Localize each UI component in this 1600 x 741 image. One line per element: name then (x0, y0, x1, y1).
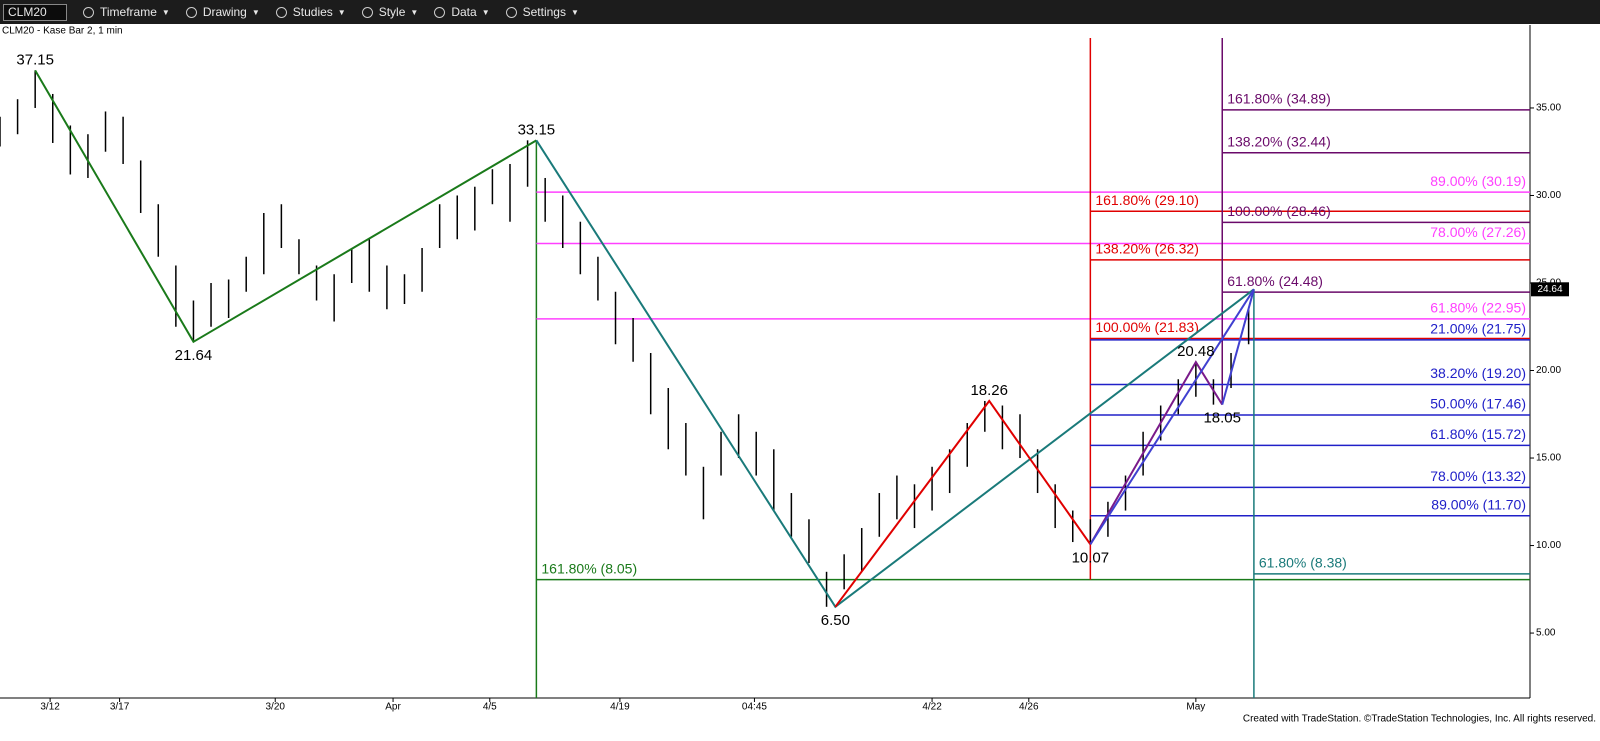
fib-level-label: 161.80% (29.10) (1095, 192, 1199, 208)
pivot-label: 18.26 (970, 382, 1008, 399)
menu-icon (275, 6, 287, 18)
x-tick-label: 04:45 (742, 702, 767, 713)
footer: Created with TradeStation. ©TradeStation… (1243, 714, 1596, 725)
zigzag-line (1089, 360, 1224, 545)
zigzag-line (834, 399, 1092, 608)
menu-label: Data (451, 5, 477, 19)
menu-item[interactable]: Settings ▼ (505, 5, 579, 19)
x-tick-label: May (1186, 702, 1205, 713)
fib-level-label: 50.00% (17.46) (1430, 396, 1526, 412)
pivot-label: 6.50 (821, 612, 850, 629)
x-tick-label: 3/12 (40, 702, 60, 713)
fib-level-label: 78.00% (27.26) (1430, 224, 1526, 240)
x-tick-label: 3/20 (265, 702, 285, 713)
menu-label: Style (378, 5, 406, 19)
menu-item[interactable]: Style ▼ (361, 5, 419, 19)
y-tick-label: 5.00 (1536, 628, 1556, 639)
menu-label: Settings (522, 5, 566, 19)
zigzag-line (1221, 289, 1255, 405)
menu-arrow: ▼ (410, 7, 419, 17)
menu-arrow: ▼ (337, 7, 346, 17)
menu-item[interactable]: Studies ▼ (275, 5, 346, 19)
fib-level-label: 61.80% (24.48) (1227, 273, 1323, 289)
menu-icon (434, 6, 446, 18)
x-tick-label: 3/17 (110, 702, 130, 713)
fib-level-label: 38.20% (19.20) (1430, 365, 1526, 381)
fib-level-label: 100.00% (28.46) (1227, 203, 1331, 219)
fib-level-label: 138.20% (32.44) (1227, 133, 1331, 149)
menu-item[interactable]: Data ▼ (434, 5, 490, 19)
fib-level-label: 161.80% (8.05) (541, 560, 637, 576)
menu-icon (505, 6, 517, 18)
pivot-label: 20.48 (1177, 343, 1215, 360)
menu-arrow: ▼ (251, 7, 260, 17)
x-tick-label: 4/22 (922, 702, 942, 713)
zigzag-line (1089, 288, 1255, 545)
menu-arrow: ▼ (570, 7, 579, 17)
pivot-label: 37.15 (16, 51, 54, 68)
pivot-label: 21.64 (175, 347, 213, 364)
menu-icon (361, 6, 373, 18)
fib-level-label: 89.00% (11.70) (1431, 496, 1526, 512)
fib-level-label: 138.20% (26.32) (1095, 241, 1199, 257)
pivot-label: 10.07 (1072, 549, 1110, 566)
menu-item[interactable]: Timeframe ▼ (83, 5, 170, 19)
menu-arrow: ▼ (161, 7, 170, 17)
zigzag-line (34, 69, 537, 344)
pivot-label: 33.15 (518, 121, 556, 138)
menu-arrow: ▼ (481, 7, 490, 17)
menu-item[interactable]: Drawing ▼ (185, 5, 260, 19)
x-tick-label: 4/5 (483, 702, 497, 713)
pivot-label: 18.05 (1203, 410, 1241, 427)
menu-icon (83, 6, 94, 18)
fib-level-label: 100.00% (21.83) (1095, 319, 1199, 335)
menu-bar: Timeframe ▼ Drawing ▼ Studies ▼ Style ▼ Data ▼ Set… (67, 5, 579, 19)
y-tick-label: 15.00 (1536, 453, 1561, 464)
y-tick-label: 35.00 (1536, 103, 1561, 114)
x-tick-label: Apr (385, 702, 401, 713)
chart-title: CLM20 - Kase Bar 2, 1 min (2, 26, 123, 37)
menu-label: Timeframe (100, 5, 157, 19)
fib-level-label: 78.00% (13.32) (1430, 468, 1526, 484)
menu-label: Drawing (202, 5, 247, 19)
x-tick-label: 4/19 (610, 702, 630, 713)
menu-icon (185, 6, 197, 18)
y-tick-label: 20.00 (1536, 365, 1561, 376)
fib-level-label: 61.80% (8.38) (1259, 555, 1347, 571)
fib-level-label: 161.80% (34.89) (1227, 91, 1331, 107)
toolbar: CLM20 Timeframe ▼ Drawing ▼ Studies ▼ Style ▼ Da… (0, 0, 1600, 24)
y-tick-label: 30.00 (1536, 190, 1561, 201)
menu-label: Studies (292, 5, 333, 19)
x-tick-label: 4/26 (1019, 702, 1039, 713)
fib-level-label: 61.80% (15.72) (1430, 426, 1526, 442)
fib-level-label: 89.00% (30.19) (1430, 173, 1526, 189)
symbol-box[interactable]: CLM20 (3, 3, 67, 21)
last-price-label: 24.64 (1537, 284, 1562, 295)
y-tick-label: 10.00 (1536, 540, 1561, 551)
last-price-box (1531, 282, 1569, 297)
fib-level-label: 61.80% (22.95) (1430, 300, 1526, 316)
fib-level-label: 21.00% (21.75) (1430, 321, 1526, 337)
